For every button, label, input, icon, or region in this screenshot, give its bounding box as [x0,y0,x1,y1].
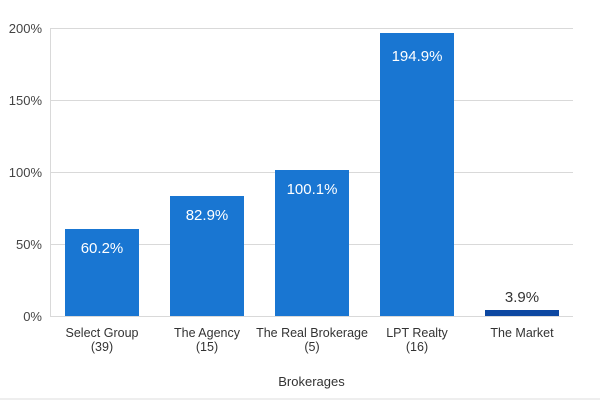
y-tick-label: 150% [8,93,42,108]
bar-value-label: 100.1% [286,181,338,198]
x-tick-label: The Real Brokerage (5) [247,326,377,354]
bar-value-label: 82.9% [185,207,229,224]
x-tick-label: The Agency (15) [152,326,262,354]
category-count: (39) [90,340,114,354]
gridline-200 [50,28,573,29]
y-tick-label: 200% [8,21,42,36]
gridline-0 [50,316,573,317]
y-tick-label: 0% [23,309,42,324]
category-count: (16) [405,340,429,354]
category-name: The Agency [173,326,240,340]
category-name: LPT Realty [386,326,448,340]
frame-bottom-border [0,398,600,400]
x-tick-label: The Market [467,326,577,340]
x-tick-label: Select Group (39) [47,326,157,354]
category-name: The Real Brokerage [256,326,368,340]
category-name: The Market [490,326,554,340]
bar-select-group [65,229,139,316]
bar-the-market [485,310,559,316]
x-tick-label: LPT Realty (16) [362,326,472,354]
bar-lpt-realty [380,33,454,316]
y-tick-label: 100% [8,165,42,180]
bar-value-label: 60.2% [80,240,124,257]
bar-value-label: 194.9% [391,48,443,65]
category-count: (5) [304,340,320,354]
x-axis-title: Brokerages [278,374,345,389]
y-tick-label: 50% [15,237,42,252]
bar-the-agency [170,196,244,316]
category-name: Select Group [65,326,139,340]
bar-the-real-brokerage [275,170,349,316]
y-axis-line [50,28,51,317]
gridline-150 [50,100,573,101]
category-count: (15) [195,340,219,354]
bar-value-label: 3.9% [504,289,540,306]
